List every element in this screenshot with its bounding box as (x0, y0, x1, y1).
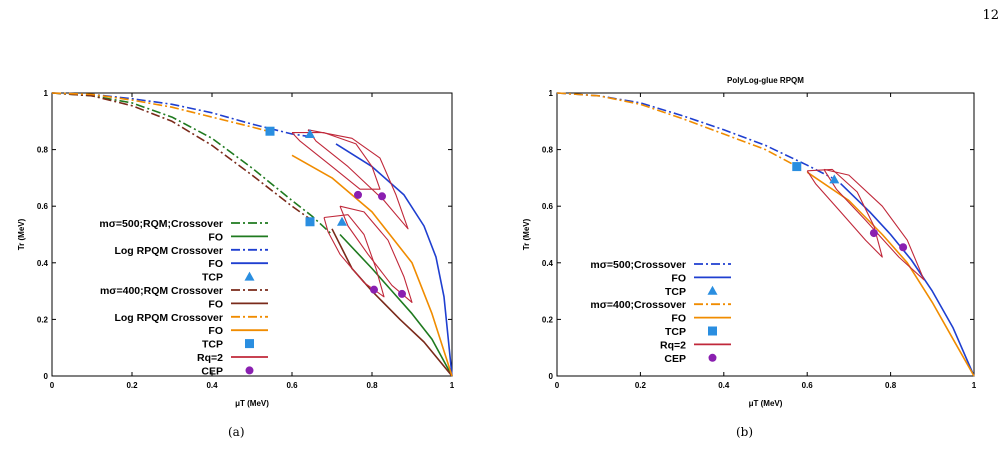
legend-swatch (708, 353, 717, 362)
x-axis-label: μT (MeV) (749, 399, 783, 408)
series-line-crimson (291, 132, 381, 190)
y-tick-label: 0.6 (542, 202, 554, 211)
series-line-blue (556, 92, 833, 179)
legend-label: mσ=400;RQM Crossover (100, 285, 223, 297)
cep-marker (370, 285, 378, 294)
legend-label: FO (208, 258, 223, 270)
legend-swatch (707, 285, 718, 295)
legend-label: TCP (665, 286, 686, 298)
y-tick-label: 0 (44, 372, 49, 381)
y-tick-label: 1 (44, 89, 49, 98)
plot-frame (556, 92, 975, 377)
tcp-marker (265, 126, 275, 136)
x-tick-label: 0 (555, 381, 560, 390)
legend-label: TCP (665, 326, 686, 338)
legend-swatch (245, 339, 254, 349)
y-axis-label: Tr (MeV) (17, 218, 26, 250)
x-tick-label: 0.6 (286, 381, 298, 390)
series-line-green (339, 233, 453, 377)
cep-marker (899, 243, 908, 252)
series-line-green (51, 92, 333, 236)
series-line-crimson (806, 168, 883, 258)
series-line-orange (291, 154, 453, 377)
legend-label: CEP (201, 365, 223, 377)
legend-label: CEP (664, 353, 686, 365)
y-tick-label: 0.4 (37, 259, 49, 268)
series-line-darkred (51, 92, 317, 224)
x-tick-label: 1 (450, 381, 455, 390)
tcp-marker (337, 216, 347, 226)
legend-swatch (245, 366, 254, 375)
legend-label: FO (671, 313, 686, 325)
x-tick-label: 0.8 (366, 381, 378, 390)
legend-label: Log RPQM Crossover (114, 312, 223, 324)
cep-marker (354, 190, 362, 199)
chart-b: 0 0.2 0.4 0.6 0.8 1 0 0.2 0.4 0.6 0.8 1 μT (MeV) Tr (… (522, 76, 977, 408)
chart-title: PolyLog-glue RPQM (727, 76, 804, 85)
y-tick-label: 0.8 (542, 146, 554, 155)
legend-label: TCP (202, 272, 223, 284)
page-number: 12 (982, 8, 999, 23)
tcp-marker (305, 129, 315, 139)
series-line-crimson (823, 168, 925, 281)
caption-a: (a) (228, 425, 245, 439)
legend-label: FO (208, 298, 223, 310)
legend-label: TCP (202, 339, 223, 351)
x-tick-label: 1 (972, 381, 977, 390)
legend-label: FO (671, 272, 686, 284)
legend-label: Rq=2 (197, 352, 223, 364)
series-line-orange (51, 92, 269, 132)
y-tick-label: 0 (549, 372, 554, 381)
chart-a: 0 0.2 0.4 0.6 0.8 1 0 0.2 0.4 0.6 0.8 1 μT (MeV) Tr (… (17, 89, 455, 408)
x-tick-label: 0.4 (718, 381, 730, 390)
tcp-marker (829, 174, 840, 184)
series-line-darkred (331, 228, 453, 377)
x-axis-label: μT (MeV) (235, 399, 269, 408)
legend-label: FO (208, 231, 223, 243)
y-tick-label: 0.8 (37, 146, 49, 155)
legend-label: mσ=400;Crossover (590, 299, 686, 311)
legend-label: mσ=500;RQM;Crossover (99, 218, 223, 230)
legend-label: FO (208, 325, 223, 337)
y-axis-label: Tr (MeV) (522, 218, 531, 250)
x-tick-label: 0 (50, 381, 55, 390)
cep-marker (378, 192, 386, 201)
x-tick-label: 0.6 (802, 381, 814, 390)
legend-label: mσ=500;Crossover (590, 259, 686, 271)
y-tick-label: 0.6 (37, 202, 49, 211)
series-line-blue (335, 143, 453, 377)
caption-b: (b) (736, 425, 754, 439)
tcp-marker (792, 162, 802, 172)
x-tick-label: 0.2 (635, 381, 647, 390)
series-line-crimson (307, 129, 409, 230)
cep-marker (869, 229, 878, 238)
x-tick-label: 0.8 (885, 381, 897, 390)
tcp-marker (305, 217, 315, 227)
y-tick-label: 0.4 (542, 259, 554, 268)
plot-frame (51, 92, 453, 377)
y-tick-label: 0.2 (37, 315, 49, 324)
series-line-orange (556, 92, 796, 166)
legend-swatch (708, 326, 717, 336)
cep-marker (398, 289, 406, 298)
series-line-crimson (339, 205, 413, 303)
y-tick-label: 1 (549, 89, 554, 98)
legend-swatch (244, 271, 255, 281)
series-line-blue (840, 183, 975, 377)
y-tick-label: 0.2 (542, 315, 554, 324)
series-line-orange (806, 171, 975, 377)
x-tick-label: 0.2 (126, 381, 138, 390)
legend-label: Log RPQM Crossover (114, 245, 223, 257)
legend-label: Rq=2 (660, 339, 686, 351)
series-line-crimson (323, 214, 385, 298)
x-tick-label: 0.4 (206, 381, 218, 390)
